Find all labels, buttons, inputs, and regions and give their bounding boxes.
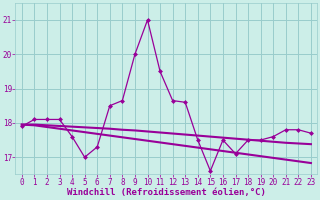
X-axis label: Windchill (Refroidissement éolien,°C): Windchill (Refroidissement éolien,°C) xyxy=(67,188,266,197)
